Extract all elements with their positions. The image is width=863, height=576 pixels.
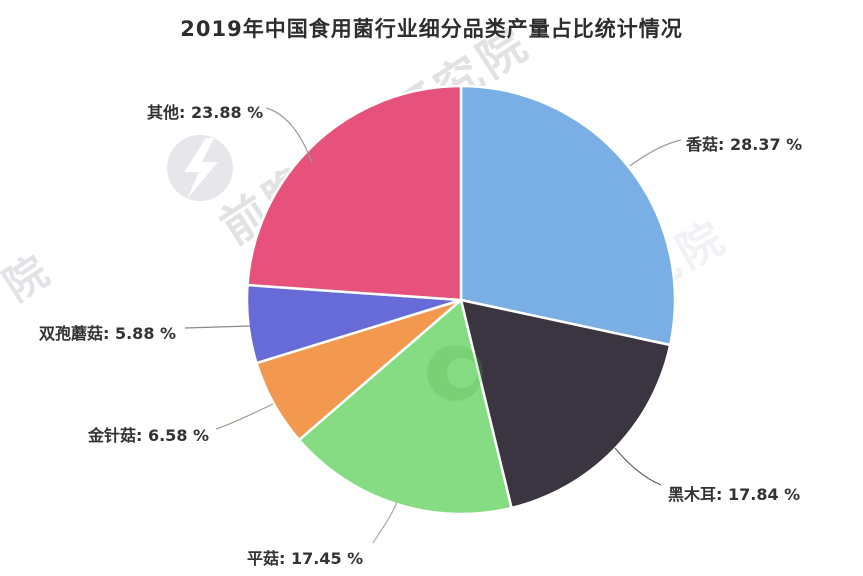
label-oyster: 平菇: 17.45 %: [247, 549, 364, 568]
label-black-fungus: 黑木耳: 17.84 %: [668, 485, 801, 504]
label-other: 其他: 23.88 %: [147, 103, 264, 122]
pie-slice-black-fungus: [459, 298, 672, 510]
leader-line-shiitake: [629, 139, 682, 167]
leader-line-enoki: [215, 403, 274, 430]
label-shiitake: 香菇: 28.37 %: [686, 135, 803, 154]
pie-slice-other: [246, 84, 463, 302]
leader-line-oyster: [372, 501, 398, 544]
pie-slices: [245, 84, 677, 516]
chart-title: 2019年中国食用菌行业细分品类产量占比统计情况: [180, 17, 683, 41]
label-button-mushroom: 双孢蘑菇: 5.88 %: [39, 324, 177, 343]
leader-line-black-fungus: [614, 447, 662, 486]
watermark-center-logo-icon: [427, 345, 484, 401]
watermark-logo-icon: [167, 135, 233, 201]
pie-slice-shiitake: [459, 84, 677, 347]
leader-line-other: [265, 107, 313, 164]
leader-lines: [184, 107, 682, 544]
leader-line-button: [184, 325, 251, 329]
label-enoki: 金针菇: 6.58 %: [88, 426, 210, 445]
